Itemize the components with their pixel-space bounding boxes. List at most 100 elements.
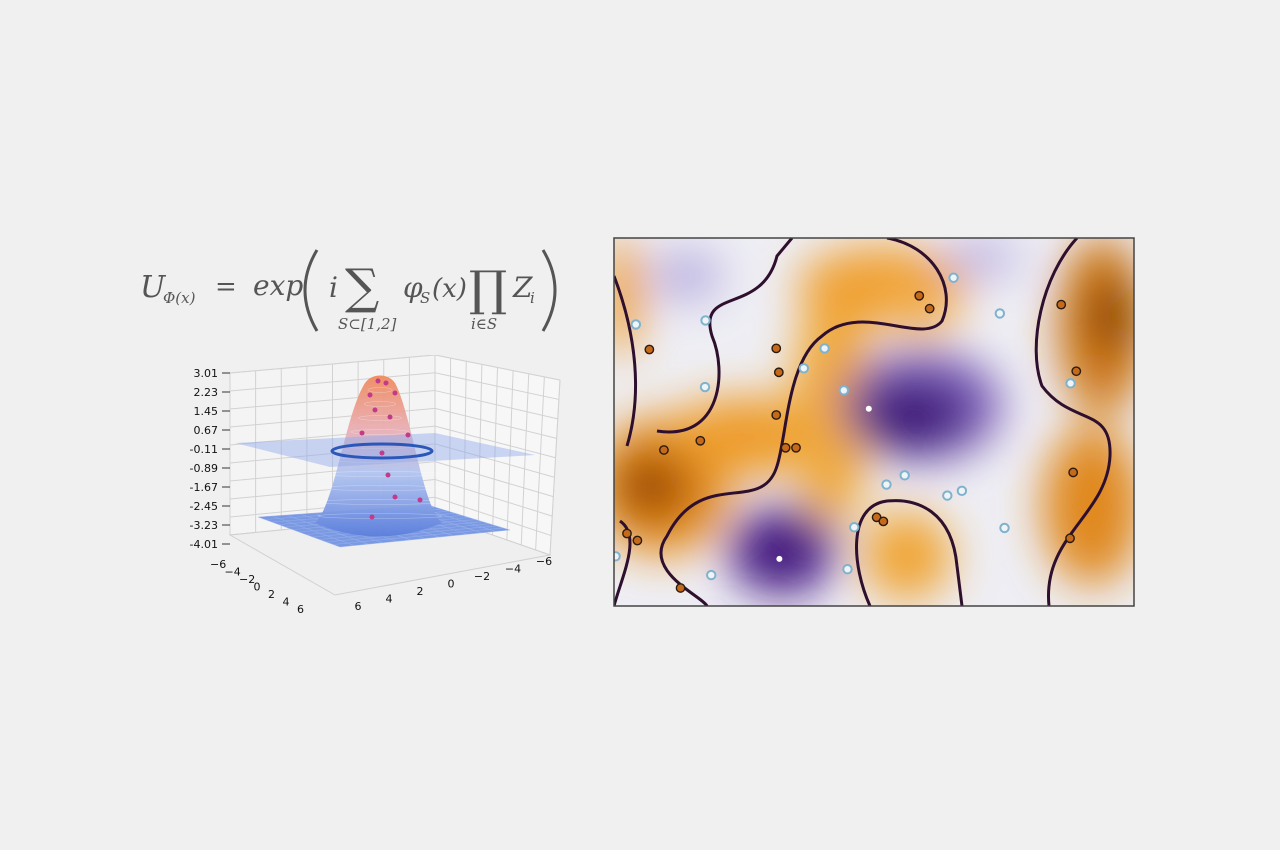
formula-sum-subscript: S⊂[1,2] xyxy=(338,315,397,333)
class-a-point xyxy=(659,445,669,455)
class-a-point xyxy=(914,290,925,301)
bell-mesh xyxy=(317,387,443,519)
class-b-point xyxy=(994,308,1006,319)
x-tick-label-right: 0 xyxy=(448,578,455,591)
x-tick-label-left: 0 xyxy=(254,581,261,594)
surface-point xyxy=(379,450,385,456)
formula-phi: φ xyxy=(403,271,423,304)
x-axis-ticks-right: 6 4 2 0 −2 −4 −6 xyxy=(355,555,553,613)
class-a-point xyxy=(644,344,655,355)
class-b-point xyxy=(956,485,968,497)
class-a-point xyxy=(771,343,782,354)
z-axis-ticks: 3.01 2.23 1.45 0.67 -0.11 -0.89 -1.67 -2.45 -3.2… xyxy=(190,367,230,551)
formula: U Φ(x) = exp i ∑ S⊂[1,2] φ S (x) ∏ i∈S Z… xyxy=(140,249,557,333)
z-tick-label: -0.11 xyxy=(190,443,218,456)
decision-boundary xyxy=(614,238,1112,606)
z-tick-label: 3.01 xyxy=(194,367,219,380)
x-tick-label-left: 6 xyxy=(297,603,304,616)
x-tick-label-left: −2 xyxy=(239,573,255,586)
surface-point xyxy=(417,497,423,503)
class-a-point xyxy=(771,410,782,420)
class-a-point xyxy=(1068,467,1079,478)
x-tick-label-right: 4 xyxy=(386,593,393,606)
formula-phi-argument: (x) xyxy=(432,274,467,304)
class-a-point xyxy=(924,303,935,314)
z-tick-label: -1.67 xyxy=(190,481,218,494)
class-a-point xyxy=(780,442,791,453)
class-b-point xyxy=(630,319,642,330)
class-b-point xyxy=(798,363,810,374)
class-a-point xyxy=(1065,533,1075,544)
surface-point xyxy=(392,494,398,500)
x-tick-label-left: 2 xyxy=(268,588,275,601)
class-b-point xyxy=(842,564,853,575)
surface-point xyxy=(387,414,393,420)
minimum-point xyxy=(865,405,872,412)
x-tick-label-right: 6 xyxy=(355,600,362,613)
surface-point xyxy=(385,472,391,478)
formula-exp: exp xyxy=(253,269,303,302)
surface-3d-plot: 3.01 2.23 1.45 0.67 -0.11 -0.89 -1.67 -2.45 -3.2… xyxy=(190,355,561,616)
formula-i: i xyxy=(329,271,338,304)
z-tick-label: -4.01 xyxy=(190,538,218,551)
class-b-point xyxy=(1065,378,1076,389)
x-tick-label-right: 2 xyxy=(417,585,424,598)
formula-left-paren xyxy=(303,249,319,332)
z-tick-label: -0.89 xyxy=(190,462,218,475)
class-a-point xyxy=(675,583,686,593)
formula-lhs-subscript: Φ(x) xyxy=(163,289,196,307)
plot-frame xyxy=(613,237,1135,607)
x-tick-label-right: −2 xyxy=(474,570,490,583)
decision-boundary-plot xyxy=(613,237,1135,607)
class-b-point xyxy=(999,522,1010,534)
formula-sum-symbol: ∑ xyxy=(345,259,379,315)
class-a-point xyxy=(878,516,889,527)
class-a-point xyxy=(1056,299,1067,310)
class-b-point xyxy=(942,490,953,501)
x-tick-label-left: −4 xyxy=(225,566,241,579)
class-b-point xyxy=(700,315,711,326)
surface-point xyxy=(372,407,378,413)
class-b-point xyxy=(614,551,621,562)
z-tick-label: -3.23 xyxy=(190,519,218,532)
formula-product-subscript: i∈S xyxy=(471,315,497,333)
class-b-point xyxy=(838,385,850,396)
formula-z: Z xyxy=(512,271,533,304)
surface-point xyxy=(383,380,389,386)
surface-point xyxy=(392,390,398,396)
mid-plane xyxy=(235,433,535,467)
class-b-point xyxy=(948,272,959,283)
z-tick-label: 1.45 xyxy=(194,405,219,418)
class-a-points xyxy=(622,290,1082,593)
class-a-point xyxy=(632,535,643,546)
x-tick-label-left: 4 xyxy=(283,596,290,609)
x-tick-label-right: −6 xyxy=(536,555,552,568)
surface-point xyxy=(367,392,373,398)
class-b-point xyxy=(699,381,711,393)
formula-z-subscript: i xyxy=(530,289,535,307)
class-b-point xyxy=(706,569,717,581)
class-a-point xyxy=(791,442,801,453)
bell-surface xyxy=(315,375,442,537)
surface-point xyxy=(369,514,375,520)
x-tick-label-left: −6 xyxy=(210,558,226,571)
z-tick-label: -2.45 xyxy=(190,500,218,513)
class-b-points xyxy=(614,272,1076,581)
surface-point xyxy=(375,378,381,384)
class-a-point xyxy=(695,435,706,446)
class-b-point xyxy=(819,343,830,354)
class-b-point xyxy=(881,479,892,490)
z-tick-label: 0.67 xyxy=(194,424,219,437)
class-a-point xyxy=(1071,366,1082,377)
class-b-point xyxy=(849,522,860,533)
surface-point xyxy=(405,432,411,438)
class-b-point xyxy=(899,470,910,481)
class-a-point xyxy=(773,367,784,378)
formula-right-paren xyxy=(541,249,557,332)
formula-product-symbol: ∏ xyxy=(469,261,507,317)
z-tick-label: 2.23 xyxy=(194,386,219,399)
formula-equals: = xyxy=(215,272,237,302)
formula-lhs: U xyxy=(140,270,167,305)
surface-point xyxy=(359,430,365,436)
